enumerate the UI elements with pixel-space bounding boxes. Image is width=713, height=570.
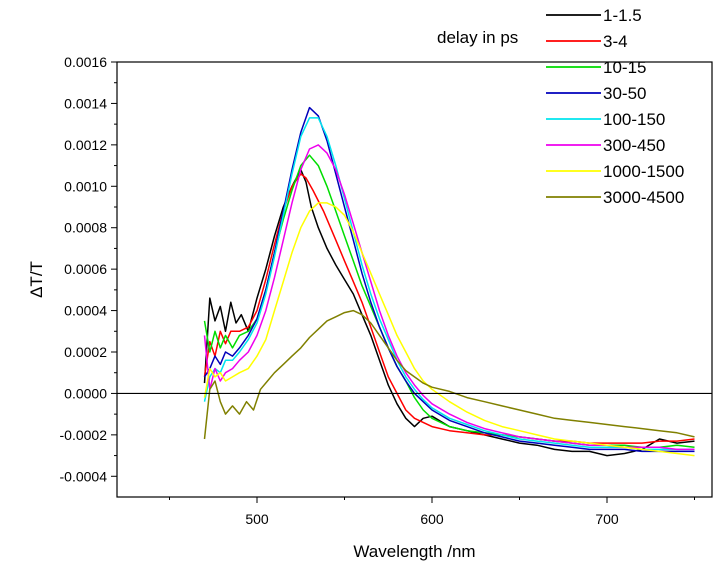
x-tick-label: 600 xyxy=(420,511,444,527)
legend-item: 3-4 xyxy=(546,32,628,51)
y-tick-label: 0.0016 xyxy=(64,54,107,70)
legend-label: 30-50 xyxy=(603,84,646,103)
legend-item: 1-1.5 xyxy=(546,6,642,25)
y-axis-title: ΔT/T xyxy=(27,261,46,298)
series-lines xyxy=(203,106,695,457)
legend-item: 10-15 xyxy=(546,58,646,77)
series-line-100-150 xyxy=(203,117,695,451)
x-tick-label: 700 xyxy=(595,511,619,527)
legend-label: 3000-4500 xyxy=(603,188,684,207)
y-tick-label: 0.0012 xyxy=(64,137,107,153)
series-line-1000-1500 xyxy=(203,202,695,457)
y-tick-label: 0.0014 xyxy=(64,95,107,111)
series-line-3-4 xyxy=(203,173,695,444)
y-tick-label: 0.0008 xyxy=(64,220,107,236)
y-tick-label: 0.0010 xyxy=(64,178,107,194)
legend-label: 1-1.5 xyxy=(603,6,642,25)
x-tick-label: 500 xyxy=(245,511,269,527)
y-tick-label: 0.0006 xyxy=(64,261,107,277)
y-axis: -0.0004 -0.0002 0.0000 0.0002 0.0004 0.0006 0.… xyxy=(60,54,117,484)
plot-frame xyxy=(116,61,713,498)
series-line-30-50 xyxy=(203,106,695,453)
series-line-3000-4500 xyxy=(203,309,695,440)
legend-label: 10-15 xyxy=(603,58,646,77)
legend-item: 100-150 xyxy=(546,110,665,129)
legend-label: 3-4 xyxy=(603,32,628,51)
legend-item: 300-450 xyxy=(546,136,665,155)
y-tick-label: -0.0004 xyxy=(60,468,108,484)
legend-item: 30-50 xyxy=(546,84,646,103)
y-tick-label: 0.0004 xyxy=(64,303,107,319)
series-line-1-1.5 xyxy=(203,168,695,457)
x-axis-title: Wavelength /nm xyxy=(353,542,475,561)
x-axis: 500 600 700 xyxy=(169,497,695,527)
legend: delay in ps 1-1.5 3-4 10-15 30-50 100-150 300… xyxy=(437,6,684,207)
y-tick-label: 0.0002 xyxy=(64,344,107,360)
y-tick-label: -0.0002 xyxy=(60,427,108,443)
legend-item: 1000-1500 xyxy=(546,162,684,181)
legend-item: 3000-4500 xyxy=(546,188,684,207)
y-tick-label: 0.0000 xyxy=(64,385,107,401)
legend-label: 1000-1500 xyxy=(603,162,684,181)
legend-label: 100-150 xyxy=(603,110,665,129)
series-line-300-450 xyxy=(203,144,695,451)
legend-label: 300-450 xyxy=(603,136,665,155)
legend-title: delay in ps xyxy=(437,28,518,47)
